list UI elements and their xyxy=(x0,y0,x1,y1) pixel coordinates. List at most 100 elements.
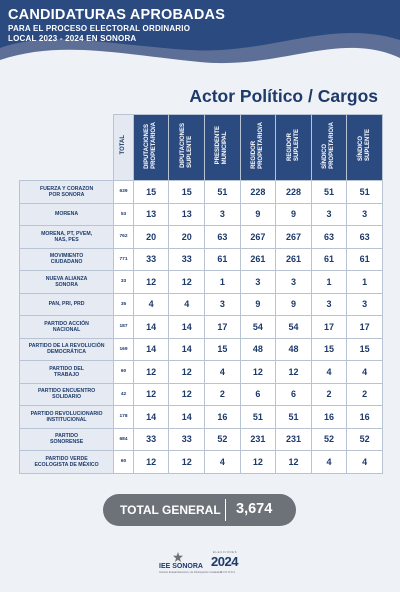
value-cell: 261 xyxy=(275,247,312,271)
value-cell: 261 xyxy=(239,247,277,271)
value-cell: 20 xyxy=(168,225,206,249)
column-header: DIPUTACIONES SUPLENTE xyxy=(168,114,206,181)
value-cell: 51 xyxy=(239,405,277,429)
candidates-table: TOTAL DIPUTACIONES PROPIETARIO/A DIPUTACIO… xyxy=(18,114,383,474)
row-total-cell: 169 xyxy=(113,337,134,361)
value-cell: 2 xyxy=(310,382,348,406)
row-total-cell: 187 xyxy=(113,315,134,339)
value-cell: 16 xyxy=(310,405,348,429)
table-corner-cell xyxy=(20,115,114,181)
value-cell: 15 xyxy=(346,337,383,361)
candidates-table-container: TOTAL DIPUTACIONES PROPIETARIO/A DIPUTACIO… xyxy=(18,114,383,474)
iee-logo-text: IEE SONORA xyxy=(159,563,203,570)
value-cell: 16 xyxy=(204,405,241,429)
column-header-label: TOTAL xyxy=(120,135,127,155)
section-title: Actor Político / Cargos xyxy=(189,86,378,106)
party-name-cell: PARTIDO DEL TRABAJO xyxy=(18,360,115,384)
value-cell: 16 xyxy=(346,405,383,429)
row-total-cell: 33 xyxy=(113,270,134,294)
value-cell: 20 xyxy=(132,225,170,249)
party-name-cell: NUEVA ALIANZA SONORA xyxy=(18,270,115,294)
value-cell: 4 xyxy=(204,450,241,474)
party-name-cell: PARTIDO DE LA REVOLUCIÓN DEMOCRÁTICA xyxy=(18,337,115,361)
table-row: PARTIDO ACCIÓN NACIONAL 187 14 14 17 54 54 17 17 xyxy=(18,315,383,339)
value-cell: 228 xyxy=(275,180,312,204)
value-cell: 63 xyxy=(310,225,348,249)
value-cell: 51 xyxy=(310,180,348,204)
row-total-cell: 42 xyxy=(113,382,134,406)
value-cell: 1 xyxy=(346,270,383,294)
value-cell: 14 xyxy=(168,405,206,429)
value-cell: 63 xyxy=(346,225,383,249)
value-cell: 61 xyxy=(346,247,383,271)
value-cell: 13 xyxy=(132,202,170,226)
value-cell: 33 xyxy=(132,427,170,451)
value-cell: 17 xyxy=(346,315,383,339)
column-header: SÍNDICO SUPLENTE xyxy=(346,114,383,181)
value-cell: 2 xyxy=(346,382,383,406)
column-header-label: REGIDOR PROPIETARIO/A xyxy=(251,121,264,169)
value-cell: 6 xyxy=(275,382,312,406)
party-name-cell: PARTIDO ACCIÓN NACIONAL xyxy=(18,315,115,339)
value-cell: 12 xyxy=(168,360,206,384)
party-name-cell: PAN, PRI, PRD xyxy=(18,292,115,316)
elecciones-2024-logo: ELECCIONES 2024 SONORA xyxy=(210,550,250,578)
value-cell: 3 xyxy=(310,202,348,226)
value-cell: 3 xyxy=(275,270,312,294)
page-title: CANDIDATURAS APROBADAS xyxy=(8,7,226,23)
value-cell: 267 xyxy=(239,225,277,249)
row-total-cell: 60 xyxy=(113,450,134,474)
value-cell: 12 xyxy=(168,382,206,406)
row-total-cell: 771 xyxy=(113,247,134,271)
value-cell: 33 xyxy=(168,247,206,271)
value-cell: 15 xyxy=(132,180,170,204)
column-header-label: REGIDOR SUPLENTE xyxy=(286,128,300,161)
value-cell: 14 xyxy=(132,315,170,339)
value-cell: 9 xyxy=(239,202,277,226)
value-cell: 12 xyxy=(132,270,170,294)
value-cell: 12 xyxy=(275,450,312,474)
value-cell: 15 xyxy=(310,337,348,361)
value-cell: 52 xyxy=(204,427,241,451)
value-cell: 33 xyxy=(132,247,170,271)
value-cell: 12 xyxy=(275,360,312,384)
page-subtitle-line-1: PARA EL PROCESO ELECTORAL ORDINARIO xyxy=(8,24,191,33)
value-cell: 231 xyxy=(275,427,312,451)
value-cell: 267 xyxy=(275,225,312,249)
value-cell: 4 xyxy=(310,450,348,474)
iee-logo-small-text: Instituto Estatal Electoral y de Partici… xyxy=(159,571,223,574)
value-cell: 12 xyxy=(132,360,170,384)
value-cell: 52 xyxy=(346,427,383,451)
party-name-cell: FUERZA Y CORAZON POR SONORA xyxy=(18,180,115,204)
value-cell: 14 xyxy=(168,337,206,361)
party-name-cell: MORENA, PT, PVEM, NAS, PES xyxy=(18,225,115,249)
party-name-cell: PARTIDO SONORENSE xyxy=(18,427,115,451)
column-header: REGIDOR SUPLENTE xyxy=(275,114,312,181)
total-general-label: TOTAL GENERAL xyxy=(120,503,221,517)
table-row: MORENA 53 13 13 3 9 9 3 3 xyxy=(18,202,383,226)
value-cell: 52 xyxy=(310,427,348,451)
value-cell: 12 xyxy=(132,382,170,406)
table-row: FUERZA Y CORAZON POR SONORA 639 15 15 51 228 2… xyxy=(18,180,383,204)
value-cell: 3 xyxy=(346,202,383,226)
value-cell: 1 xyxy=(310,270,348,294)
value-cell: 15 xyxy=(168,180,206,204)
table-row: PAN, PRI, PRD 35 4 4 3 9 9 3 3 xyxy=(18,292,383,316)
column-header-label: PRESIDENTE MUNICIPAL xyxy=(215,125,229,165)
value-cell: 51 xyxy=(275,405,312,429)
value-cell: 4 xyxy=(310,360,348,384)
value-cell: 48 xyxy=(275,337,312,361)
value-cell: 3 xyxy=(204,202,241,226)
value-cell: 2 xyxy=(204,382,241,406)
row-total-cell: 35 xyxy=(113,292,134,316)
year-logo-top-text: ELECCIONES xyxy=(213,550,238,554)
value-cell: 9 xyxy=(275,202,312,226)
value-cell: 4 xyxy=(168,292,206,316)
value-cell: 228 xyxy=(239,180,277,204)
value-cell: 4 xyxy=(346,450,383,474)
iee-star-icon xyxy=(173,552,183,562)
party-name-cell: MORENA xyxy=(18,202,115,226)
table-row: PARTIDO DE LA REVOLUCIÓN DEMOCRÁTICA 169 1… xyxy=(18,337,383,361)
column-header-label: SÍNDICO PROPIETARIO/A xyxy=(322,121,336,169)
value-cell: 1 xyxy=(204,270,241,294)
